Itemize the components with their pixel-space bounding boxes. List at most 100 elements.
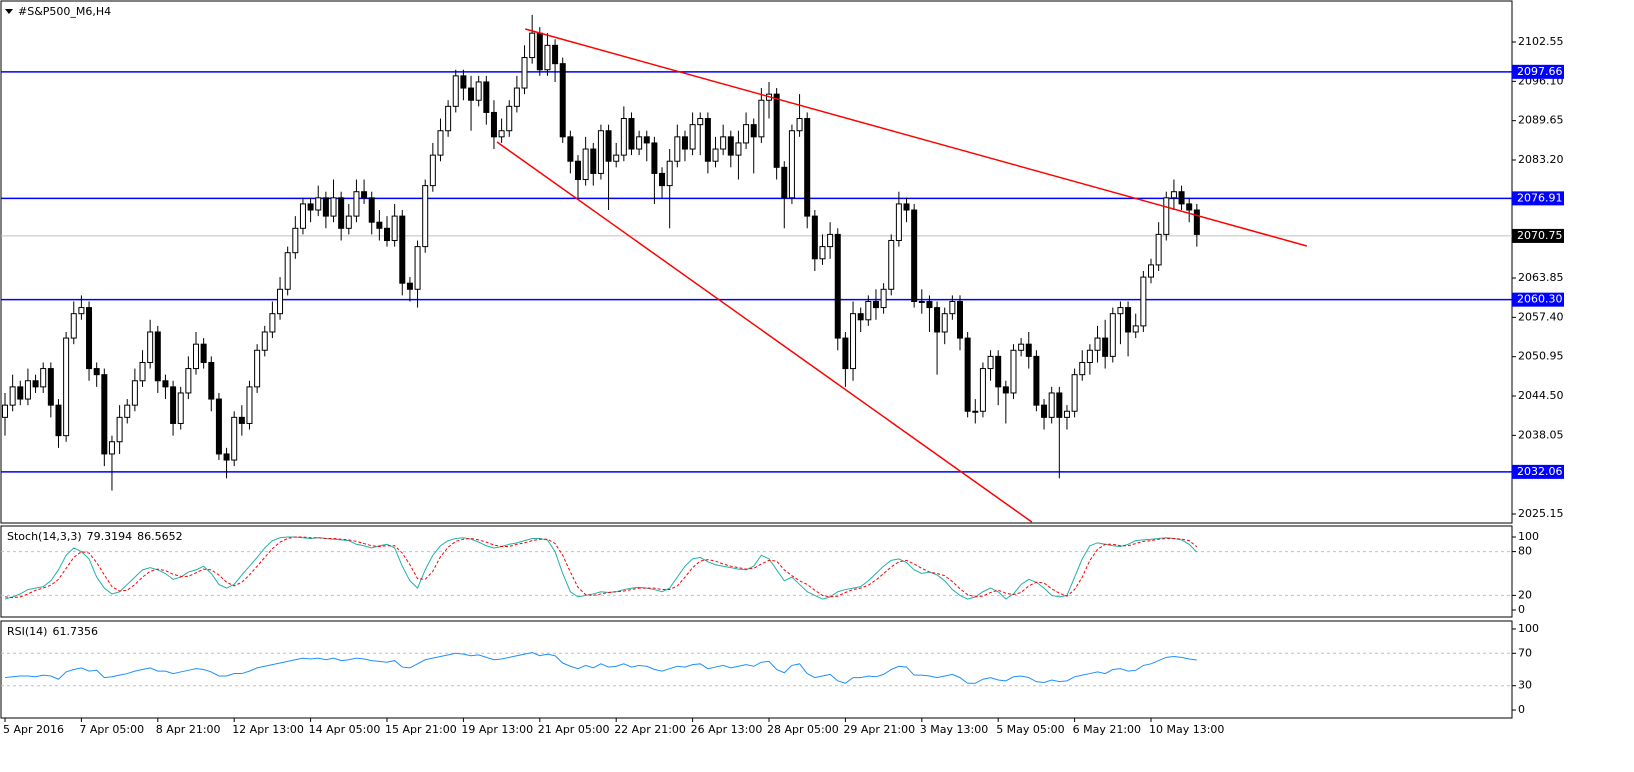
candle-body <box>70 313 77 339</box>
level-price-label: 2076.91 <box>1517 191 1563 204</box>
current-price-box <box>1512 228 1564 243</box>
y-tick-label: 0 <box>1518 703 1525 716</box>
y-tick-label: 30 <box>1518 679 1532 692</box>
candle-body <box>1186 203 1193 211</box>
current-price-label: 2070.75 <box>1517 229 1563 242</box>
x-tick-label: 12 Apr 13:00 <box>232 723 304 736</box>
level-price-box <box>1512 464 1564 479</box>
candle-body <box>17 386 24 400</box>
candle-body <box>681 136 688 150</box>
candle-body <box>1071 374 1078 412</box>
candle-body <box>1018 343 1025 351</box>
candle-body <box>567 136 574 162</box>
candle-body <box>613 154 620 162</box>
candle-body <box>513 87 520 107</box>
y-tick-label: 80 <box>1518 545 1532 558</box>
candle-body <box>758 99 765 138</box>
indicator-name: RSI(14) <box>7 625 47 638</box>
candle-body <box>827 233 834 248</box>
candle-body <box>468 87 475 101</box>
candle-body <box>804 118 811 217</box>
candle-body <box>605 130 612 162</box>
level-price-label: 2097.66 <box>1517 65 1563 78</box>
candle-body <box>750 124 757 138</box>
candle-body <box>666 160 673 187</box>
candle-body <box>116 416 123 443</box>
candle-body <box>345 215 352 229</box>
candle-body <box>154 331 161 382</box>
candle-body <box>987 355 994 370</box>
indicator-name: Stoch(14,3,3) <box>7 530 82 543</box>
menu-arrow[interactable] <box>5 9 13 14</box>
candle-body <box>185 368 192 394</box>
level-price-box <box>1512 64 1564 79</box>
candle-body <box>895 203 902 242</box>
y-tick-label: 2038.05 <box>1518 428 1564 441</box>
y-tick-label: 2057.40 <box>1518 310 1564 323</box>
y-tick-label: 0 <box>1518 603 1525 616</box>
candle-body <box>254 349 261 388</box>
candle-body <box>246 386 253 424</box>
candle-body <box>1178 191 1185 205</box>
candle-body <box>1148 264 1154 278</box>
x-tick-label: 29 Apr 21:00 <box>843 723 915 736</box>
candle-body <box>1117 307 1124 315</box>
candle-body <box>850 313 857 370</box>
candle-body <box>9 386 16 406</box>
y-tick-label: 2089.65 <box>1518 114 1564 127</box>
candle-body <box>399 215 406 284</box>
y-tick-label: 2083.20 <box>1518 153 1564 166</box>
indicator-header: Stoch(14,3,3) 79.3194 86.5652 <box>7 530 183 543</box>
candle-body <box>819 246 826 260</box>
candle-body <box>1048 392 1055 418</box>
candle-body <box>964 337 971 412</box>
indicator-line <box>4 651 1197 684</box>
candle-body <box>559 63 566 138</box>
candle-body <box>918 300 925 303</box>
candle-body <box>284 252 291 290</box>
candle-body <box>536 32 543 71</box>
x-tick-label: 19 Apr 13:00 <box>461 723 533 736</box>
candle-body <box>261 331 268 351</box>
y-tick-label: 2050.95 <box>1518 350 1564 363</box>
y-tick-label: 2063.85 <box>1518 271 1564 284</box>
y-tick-label: 20 <box>1518 588 1532 601</box>
candle-body <box>361 191 368 199</box>
candle-body <box>269 313 276 333</box>
level-price-label: 2032.06 <box>1517 465 1563 478</box>
candle-body <box>384 227 390 242</box>
candle-body <box>445 105 452 132</box>
candle-body <box>727 136 734 156</box>
y-tick-label: 2044.50 <box>1518 389 1564 402</box>
candle-body <box>483 81 490 113</box>
candle-body <box>391 215 398 242</box>
candle-body <box>842 337 849 370</box>
main-panel-frame <box>0 0 1513 524</box>
candle-body <box>957 300 963 339</box>
candle-body <box>292 227 299 254</box>
indicator-line <box>4 536 1198 599</box>
candle-body <box>231 416 238 461</box>
candle-body <box>521 57 528 89</box>
candle-body <box>338 197 345 229</box>
candle-body <box>93 368 100 376</box>
candle-body <box>307 203 314 211</box>
candle-body <box>1163 197 1170 235</box>
candle-body <box>131 380 138 406</box>
x-tick-label: 3 May 13:00 <box>920 723 988 736</box>
y-tick-label: 100 <box>1518 530 1539 543</box>
candle-body <box>888 240 895 290</box>
indicator-header: RSI(14) 61.7356 <box>7 625 98 638</box>
candle-body <box>147 331 154 363</box>
candle-body <box>193 343 199 370</box>
candle-body <box>63 337 70 437</box>
candle-body <box>223 453 230 461</box>
x-tick-label: 8 Apr 21:00 <box>156 723 221 736</box>
x-tick-label: 7 Apr 05:00 <box>79 723 144 736</box>
candle-body <box>865 300 872 321</box>
candle-body <box>972 410 979 413</box>
candle-body <box>704 118 711 162</box>
x-tick-label: 5 Apr 2016 <box>3 723 64 736</box>
y-tick-label: 2102.55 <box>1518 35 1564 48</box>
